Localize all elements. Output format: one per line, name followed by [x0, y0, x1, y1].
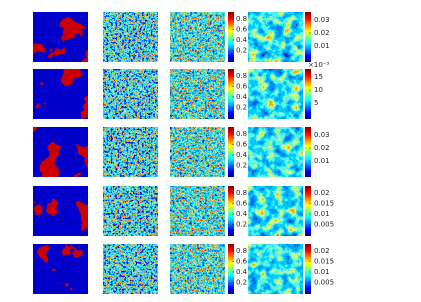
colorbar-tick-label: 0.4 [236, 93, 248, 101]
colorbar-tick-label: 0.8 [236, 15, 247, 23]
colorbar-tick-label: 0.01 [314, 268, 330, 276]
image-panel [103, 127, 158, 177]
colorbar [228, 127, 234, 177]
colorbar-tick-label: 0.6 [236, 26, 248, 34]
image-panel [248, 244, 303, 294]
colorbar-tick-label: 0.6 [236, 141, 248, 149]
image-panel [103, 244, 158, 294]
colorbar-tick-label: 0.6 [236, 83, 248, 91]
colorbar-tick-label: 0.4 [236, 151, 248, 159]
colorbar [305, 69, 311, 119]
image-panel [248, 12, 303, 62]
image-panel [170, 186, 225, 236]
colorbar-tick-label: 10 [314, 86, 323, 94]
colorbar [228, 12, 234, 62]
image-panel [103, 12, 158, 62]
colorbar-tick-label: 0.03 [314, 131, 330, 139]
image-panel [170, 244, 225, 294]
colorbar-tick-label: 0.6 [236, 258, 248, 266]
colorbar-tick-label: 0.2 [236, 47, 247, 55]
colorbar-tick-label: 0.8 [236, 72, 247, 80]
colorbar-tick-label: 0.015 [314, 200, 334, 208]
colorbar-tick-label: 0.005 [314, 279, 334, 287]
image-panel [248, 69, 303, 119]
colorbar-tick-label: 0.4 [236, 268, 248, 276]
colorbar-tick-label: 0.01 [314, 157, 330, 165]
colorbar-exponent: ×10⁻³ [308, 61, 329, 69]
colorbar [305, 12, 311, 62]
colorbar-tick-label: 0.02 [314, 29, 330, 37]
image-panel [33, 69, 88, 119]
image-panel [248, 127, 303, 177]
colorbar [305, 244, 311, 294]
colorbar-tick-label: 15 [314, 73, 323, 81]
colorbar-tick-label: 0.6 [236, 200, 248, 208]
image-panel [248, 186, 303, 236]
colorbar-tick-label: 0.03 [314, 16, 330, 24]
colorbar [228, 69, 234, 119]
colorbar-tick-label: 0.02 [314, 247, 330, 255]
image-panel [33, 244, 88, 294]
colorbar-tick-label: 0.015 [314, 258, 334, 266]
colorbar-tick-label: 0.005 [314, 221, 334, 229]
colorbar-tick-label: 0.4 [236, 36, 248, 44]
image-panel [33, 127, 88, 177]
image-panel [33, 12, 88, 62]
colorbar [305, 127, 311, 177]
colorbar [228, 186, 234, 236]
image-panel [103, 186, 158, 236]
colorbar [305, 186, 311, 236]
colorbar-tick-label: 0.2 [236, 104, 247, 112]
colorbar-tick-label: 0.8 [236, 247, 247, 255]
image-panel [33, 186, 88, 236]
image-panel [170, 12, 225, 62]
colorbar-tick-label: 0.4 [236, 210, 248, 218]
image-panel [170, 127, 225, 177]
colorbar-tick-label: 0.01 [314, 42, 330, 50]
colorbar-tick-label: 0.2 [236, 162, 247, 170]
colorbar-tick-label: 0.01 [314, 210, 330, 218]
colorbar-tick-label: 0.02 [314, 189, 330, 197]
colorbar-tick-label: 5 [314, 99, 318, 107]
colorbar-tick-label: 0.8 [236, 189, 247, 197]
image-panel [103, 69, 158, 119]
colorbar [228, 244, 234, 294]
image-panel [170, 69, 225, 119]
colorbar-tick-label: 0.2 [236, 279, 247, 287]
colorbar-tick-label: 0.02 [314, 144, 330, 152]
colorbar-tick-label: 0.2 [236, 221, 247, 229]
colorbar-tick-label: 0.8 [236, 130, 247, 138]
